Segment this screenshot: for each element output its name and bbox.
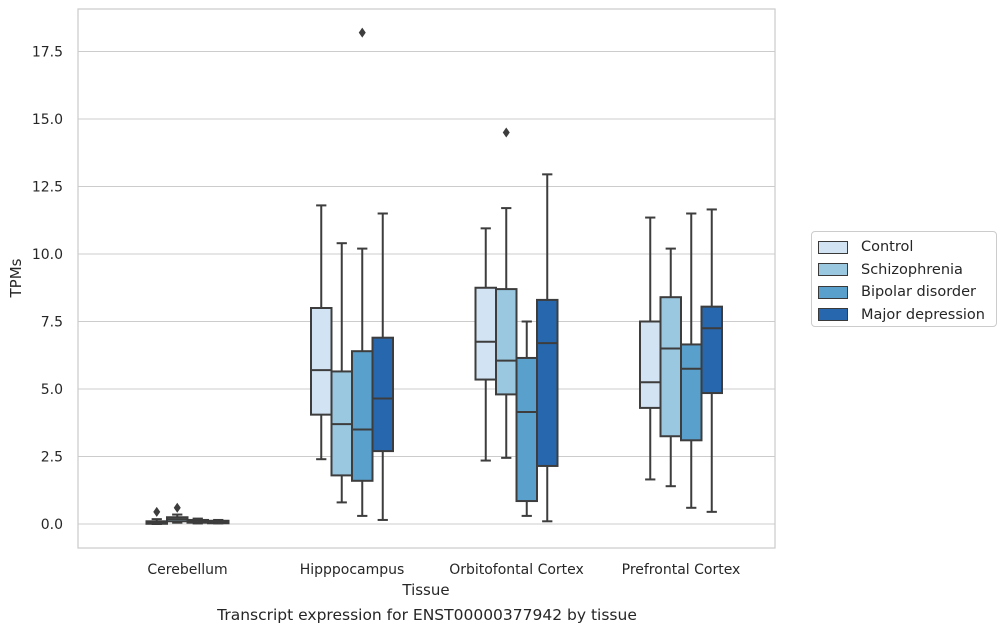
legend-item-major-depression: Major depression — [818, 304, 996, 327]
plot-frame — [77, 8, 776, 549]
box-control — [474, 227, 497, 462]
box-bipolar-disorder — [351, 27, 374, 517]
box-iqr — [371, 336, 394, 453]
legend-swatch-schizophrenia — [818, 263, 848, 277]
box-iqr — [659, 296, 682, 438]
box-iqr — [351, 350, 374, 482]
box-major-depression — [207, 518, 230, 525]
legend-swatch-bipolar-disorder — [818, 285, 848, 299]
legend-item-bipolar-disorder: Bipolar disorder — [818, 281, 996, 304]
box-schizophrenia — [166, 502, 189, 524]
outlier-point — [153, 506, 161, 517]
legend-item-schizophrenia: Schizophrenia — [818, 259, 996, 282]
y-axis-label: TPMs — [7, 258, 25, 298]
box-bipolar-disorder — [186, 517, 209, 525]
box-control — [145, 506, 168, 525]
box-major-depression — [536, 173, 559, 523]
x-axis-label: Tissue — [401, 581, 449, 599]
outlier-point — [358, 27, 366, 38]
legend: Control Schizophrenia Bipolar disorder M… — [811, 231, 997, 327]
chart-caption: Transcript expression for ENST0000037794… — [217, 606, 637, 624]
box-iqr — [495, 288, 518, 396]
legend-label-control: Control — [861, 239, 914, 256]
box-control — [310, 204, 333, 461]
legend-item-control: Control — [818, 236, 996, 259]
boxes-layer — [145, 27, 723, 525]
y-tick-label: 2.5 — [41, 450, 63, 466]
y-tick-label: 0.0 — [41, 517, 63, 533]
legend-label-schizophrenia: Schizophrenia — [861, 261, 963, 278]
box-schizophrenia — [330, 242, 353, 504]
x-tick-label: Prefrontal Cortex — [622, 562, 741, 578]
x-tick-label: Cerebellum — [147, 562, 227, 578]
outlier-point — [173, 502, 181, 513]
box-iqr — [680, 343, 703, 442]
x-tick-labels: Cerebellum Hipppocampus Orbitofontal Corte… — [147, 562, 740, 578]
box-iqr — [639, 320, 662, 409]
box-iqr — [700, 305, 723, 395]
legend-label-bipolar-disorder: Bipolar disorder — [861, 284, 976, 301]
box-iqr — [474, 286, 497, 381]
box-major-depression — [700, 208, 723, 513]
box-major-depression — [371, 212, 394, 521]
y-tick-label: 10.0 — [32, 247, 63, 263]
legend-swatch-control — [818, 240, 848, 254]
x-tick-label: Hipppocampus — [300, 562, 405, 578]
box-control — [639, 216, 662, 481]
box-bipolar-disorder — [680, 212, 703, 509]
y-tick-label: 12.5 — [32, 180, 63, 196]
legend-swatch-major-depression — [818, 308, 848, 322]
outlier-point — [502, 127, 510, 138]
y-tick-label: 17.5 — [32, 45, 63, 61]
box-iqr — [310, 307, 333, 416]
gridlines — [78, 50, 775, 525]
box-schizophrenia — [495, 127, 518, 459]
box-iqr — [515, 356, 538, 503]
box-bipolar-disorder — [515, 320, 538, 517]
y-tick-labels: 0.0 2.5 5.0 7.5 10.0 12.5 15.0 17.5 — [32, 45, 63, 534]
y-tick-label: 15.0 — [32, 112, 63, 128]
y-tick-label: 7.5 — [41, 315, 63, 331]
y-tick-label: 5.0 — [41, 382, 63, 398]
x-tick-label: Orbitofontal Cortex — [449, 562, 584, 578]
legend-label-major-depression: Major depression — [861, 306, 985, 323]
box-schizophrenia — [659, 247, 682, 488]
box-iqr — [536, 298, 559, 467]
